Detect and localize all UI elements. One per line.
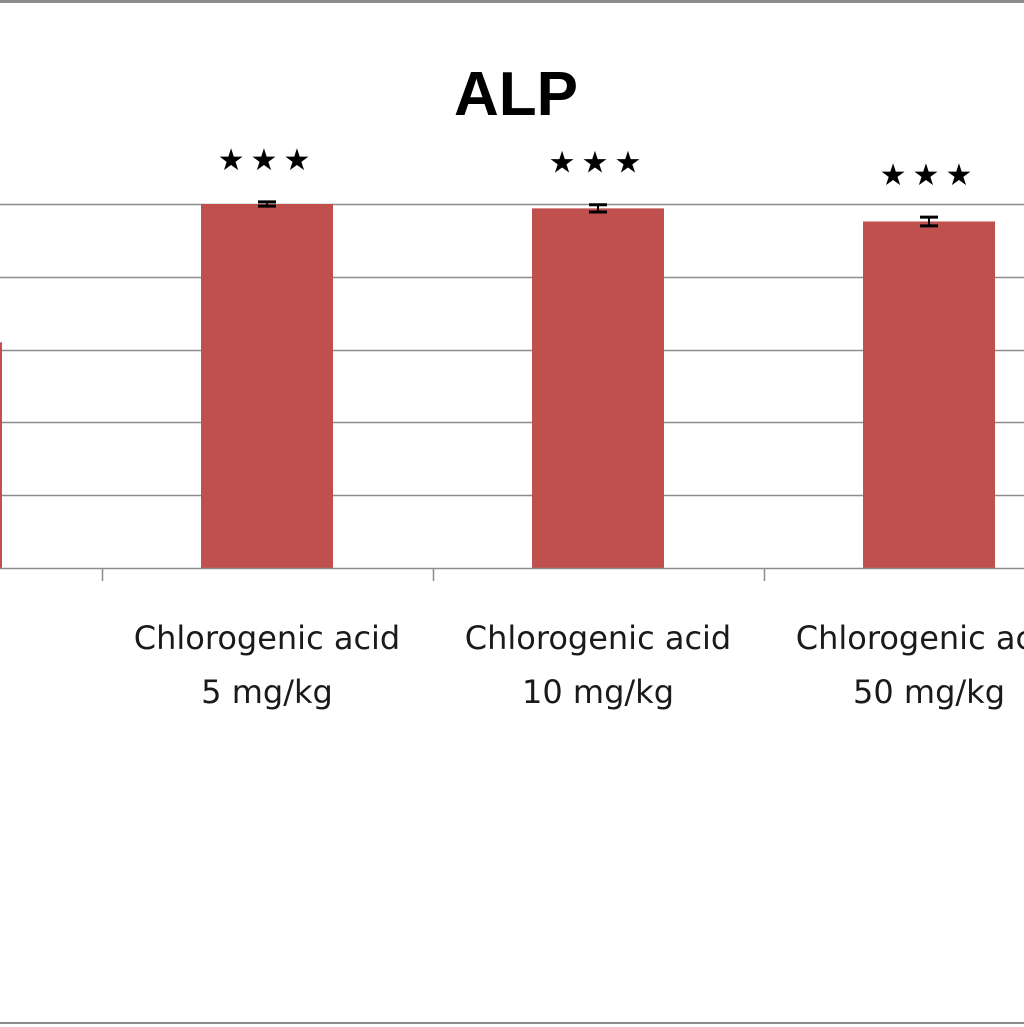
category-label-line: 10 mg/kg	[522, 673, 674, 711]
bar	[201, 204, 333, 568]
significance-marker: ★★★	[218, 143, 317, 178]
category-label: Chlorogenic acid 50 mg/kg	[796, 619, 1024, 711]
bars: ★★★ ★★★ ★★★	[0, 143, 995, 569]
grid-lines	[0, 203, 1024, 497]
x-axis	[0, 567, 1024, 581]
category-label-line: Chlorogenic acid	[134, 619, 400, 657]
category-label-line: 50 mg/kg	[853, 673, 1005, 711]
bar	[532, 208, 664, 569]
category-label: Chlorogenic acid 10 mg/kg	[465, 619, 731, 711]
chart-title: ALP	[454, 60, 578, 129]
bar	[0, 342, 2, 568]
significance-marker: ★★★	[880, 158, 979, 193]
category-label-line: Chlorogenic acid	[465, 619, 731, 657]
significance-marker: ★★★	[549, 146, 648, 181]
category-label-line: Chlorogenic acid	[796, 619, 1024, 657]
category-label-line: 5 mg/kg	[201, 673, 333, 711]
category-label: Chlorogenic acid 5 mg/kg	[134, 619, 400, 711]
bar	[863, 221, 995, 569]
